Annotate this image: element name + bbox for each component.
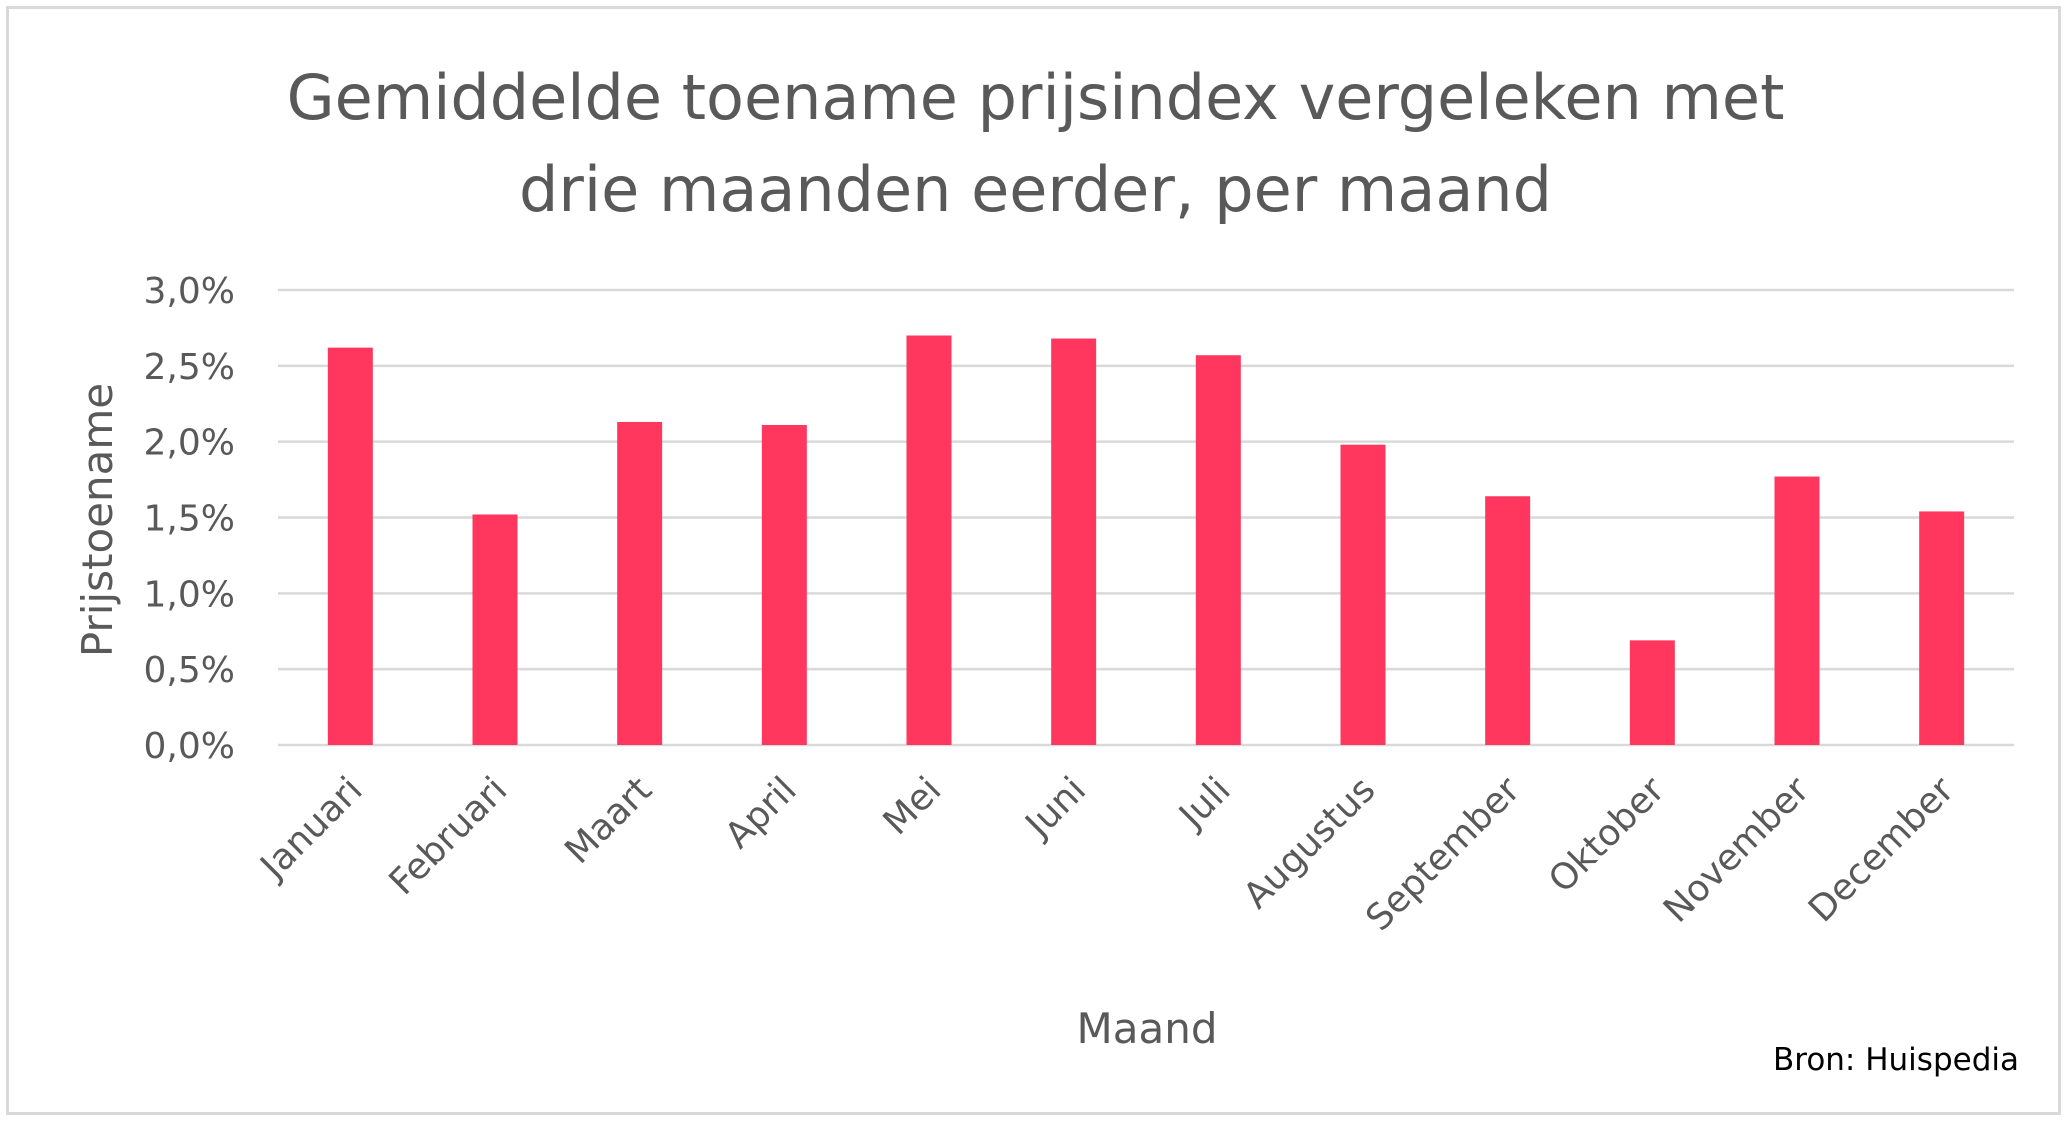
source-note: Bron: Huispedia [1772,1042,2019,1078]
x-tick-label-september: September [1358,769,1528,939]
bar-september [1485,496,1531,745]
bar-januari [327,347,373,745]
y-axis-ticks: 0,0% 0,5% 1,0% 1,5% 2,0% 2,5% 3,0% [144,271,235,767]
x-tick-label-juni: Juni [1017,769,1094,846]
x-tick-label-december: December [1801,769,1962,930]
chart-title-line-2: drie maanden eerder, per maand [519,153,1552,226]
bar-november [1774,476,1820,745]
bar-mei [906,335,952,745]
y-tick-label: 2,5% [144,347,235,388]
x-tick-label-november: November [1656,769,1818,931]
bar-april [761,424,807,745]
x-tick-label-januari: Januari [252,769,371,888]
y-tick-label: 1,0% [144,574,235,615]
x-tick-label-maart: Maart [557,769,660,872]
chart-title: Gemiddelde toename prijsindex vergeleken… [0,52,2071,236]
y-axis-title: Prijstoename [73,383,122,657]
y-tick-label: 0,5% [144,650,235,691]
y-tick-label: 2,0% [144,423,235,464]
x-tick-label-oktober: Oktober [1541,769,1673,901]
bar-augustus [1340,444,1386,745]
bar-juli [1195,355,1241,745]
bar-juni [1051,338,1097,745]
bar-oktober [1629,640,1675,745]
y-tick-label: 3,0% [144,271,235,312]
bar-februari [472,514,518,745]
x-tick-label-juli: Juli [1171,769,1239,837]
x-tick-label-februari: Februari [382,769,516,903]
bar-maart [617,421,663,745]
x-tick-label-april: April [718,769,805,856]
y-tick-label: 0,0% [144,726,235,767]
bars [327,335,1965,745]
x-tick-label-mei: Mei [876,769,950,843]
y-tick-label: 1,5% [144,499,235,540]
chart-title-line-1: Gemiddelde toename prijsindex vergeleken… [286,61,1785,134]
x-axis-ticks: Januari Februari Maart April Mei Juni JuliAugu… [252,769,1962,939]
gridlines [278,288,2014,747]
x-tick-label-augustus: Augustus [1236,769,1383,916]
bar-december [1919,511,1965,745]
x-axis-title: Maand [1077,1004,1218,1053]
